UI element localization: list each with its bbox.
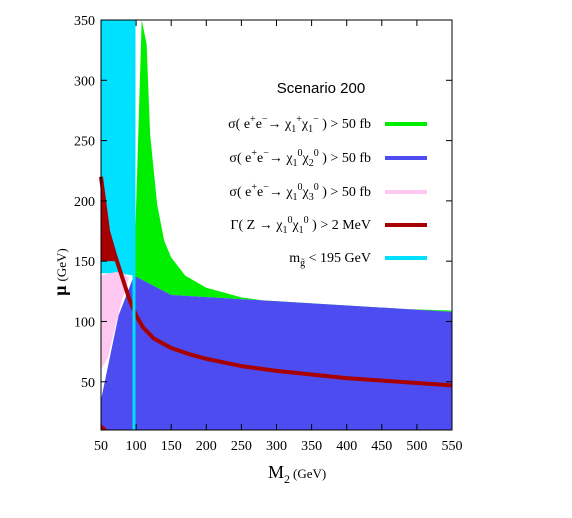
y-tick-label: 250 bbox=[74, 135, 95, 150]
legend-entry: mg̃ < 195 GeV bbox=[289, 251, 427, 269]
y-tick-label: 50 bbox=[81, 376, 95, 391]
y-axis-label-main: μ bbox=[50, 286, 70, 296]
legend-label: σ( e+e−→ χ1+χ1− ) > 50 fb bbox=[228, 114, 371, 135]
legend-label: σ( e+e−→ χ10χ30 ) > 50 fb bbox=[229, 182, 371, 203]
y-tick-label: 200 bbox=[74, 195, 95, 210]
x-axis-label-main: M bbox=[268, 462, 284, 482]
region-neutralino12-xsec bbox=[101, 275, 452, 430]
chart-title: Scenario 200 bbox=[277, 80, 365, 97]
axis-ticks: 50 100 150 200 250 300 350 400 450 500 550 50 100 150… bbox=[74, 14, 463, 454]
y-tick-label: 100 bbox=[74, 315, 95, 330]
legend-label: mg̃ < 195 GeV bbox=[289, 251, 371, 269]
x-axis-label-sub: 2 bbox=[284, 472, 290, 486]
y-axis-label: μ (GeV) bbox=[50, 248, 70, 295]
x-tick-label: 300 bbox=[266, 439, 287, 454]
legend: σ( e+e−→ χ1+χ1− ) > 50 fb σ( e+e−→ χ10χ20… bbox=[228, 114, 427, 269]
region-chargino-xsec bbox=[133, 20, 452, 312]
region-neutralino13-xsec bbox=[101, 272, 130, 370]
region-gluino-mass bbox=[101, 20, 134, 276]
zwidth-curve bbox=[99, 176, 453, 388]
x-tick-label: 150 bbox=[161, 439, 182, 454]
x-tick-label: 500 bbox=[406, 439, 427, 454]
x-tick-label: 200 bbox=[196, 439, 217, 454]
region-zwidth-lower bbox=[101, 423, 109, 430]
plot-regions bbox=[99, 20, 453, 430]
legend-label: Γ( Z → χ10χ10 ) > 2 MeV bbox=[230, 215, 371, 236]
x-tick-label: 250 bbox=[231, 439, 252, 454]
legend-label: σ( e+e−→ χ10χ20 ) > 50 fb bbox=[229, 148, 371, 169]
x-tick-label: 350 bbox=[301, 439, 322, 454]
y-tick-label: 150 bbox=[74, 255, 95, 270]
legend-entry: Γ( Z → χ10χ10 ) > 2 MeV bbox=[230, 215, 427, 236]
y-tick-label: 300 bbox=[74, 74, 95, 89]
x-axis-label: M2 (GeV) bbox=[268, 462, 326, 486]
x-tick-label: 400 bbox=[336, 439, 357, 454]
x-axis-label-unit: (GeV) bbox=[293, 466, 326, 481]
region-zwidth-upper bbox=[101, 174, 116, 262]
y-tick-label: 350 bbox=[74, 14, 95, 29]
legend-entry: σ( e+e−→ χ1+χ1− ) > 50 fb bbox=[228, 114, 427, 135]
legend-entry: σ( e+e−→ χ10χ20 ) > 50 fb bbox=[229, 148, 427, 169]
y-axis-label-unit: (GeV) bbox=[54, 248, 69, 281]
x-tick-label: 100 bbox=[126, 439, 147, 454]
x-tick-label: 450 bbox=[371, 439, 392, 454]
x-tick-label: 50 bbox=[94, 439, 108, 454]
x-tick-label: 550 bbox=[442, 439, 463, 454]
legend-entry: σ( e+e−→ χ10χ30 ) > 50 fb bbox=[229, 182, 427, 203]
